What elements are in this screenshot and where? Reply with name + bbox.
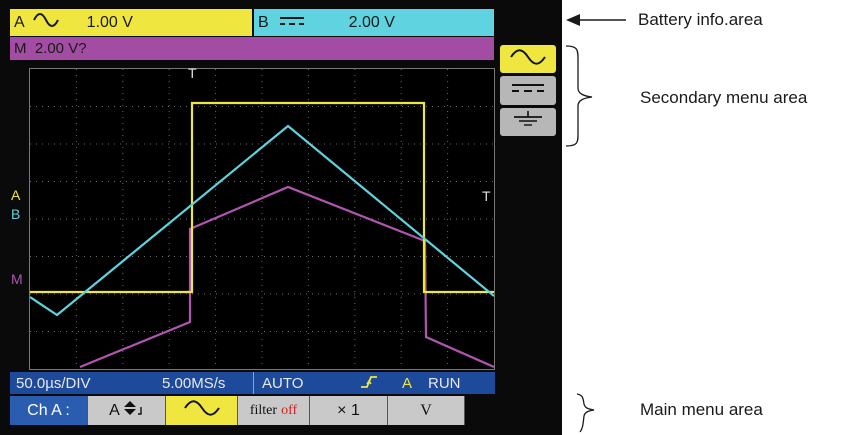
coupling-ac-button[interactable] [166,396,238,425]
trace-m-marker: M [11,271,23,287]
main-menu: Ch A : A filter off × 1 V [10,396,465,425]
filter-state: off [281,402,298,418]
secondary-menu [500,45,556,139]
trigger-channel: A [402,374,413,392]
channel-select-button[interactable]: A [88,396,166,425]
secondary-ground-button[interactable] [500,107,556,136]
secondary-dc-button[interactable] [500,76,556,105]
ac-wave-icon [509,48,547,71]
probe-factor-button[interactable]: × 1 [310,396,388,425]
trigger-marker-top: T [188,65,197,81]
status-bar: 50.0µs/DIV 5.00MS/s AUTO A RUN [10,372,495,394]
trace-b-marker: B [11,206,21,222]
trace-a [30,101,494,294]
filter-label: filter [249,402,278,418]
trigger-edge-icon [360,375,378,393]
trace-b [30,124,494,317]
run-state[interactable]: RUN [428,374,461,392]
math-channel-label: M 2.00 V? [14,40,87,57]
secondary-ac-button[interactable] [500,45,556,74]
dc-lines-icon [510,81,546,99]
unit-button[interactable]: V [388,396,465,425]
dc-lines-icon [279,14,305,32]
channel-a-sensitivity: 1.00 V [86,13,133,31]
trace-m [79,185,494,369]
filter-button[interactable]: filter off [238,396,310,425]
main-menu-annotation: Main menu area [640,400,763,419]
oscilloscope-screen: A 1.00 V B 2.00 V M 2.00 V? T T A B M 50… [0,0,562,435]
channel-select-text: A [109,401,120,419]
ac-wave-icon [183,399,221,422]
divider [253,372,254,394]
channel-b-sensitivity: 2.00 V [348,13,395,31]
timebase[interactable]: 50.0µs/DIV [16,374,91,392]
unit-text: V [420,401,432,419]
math-channel-info[interactable]: M 2.00 V? [10,37,494,60]
battery-area-annotation: Battery info.area [638,10,763,29]
secondary-menu-annotation: Secondary menu area [640,88,808,107]
channel-b-info[interactable]: B 2.00 V [254,9,494,36]
sample-rate: 5.00MS/s [162,374,226,392]
channel-label: Ch A : [10,396,88,425]
ac-wave-icon [32,12,59,33]
ground-icon [510,110,546,133]
channel-label-text: Ch A : [27,401,70,419]
up-down-arrow-icon [122,399,144,422]
acquisition-mode[interactable]: AUTO [262,374,304,392]
waveform-display[interactable] [29,68,495,370]
probe-factor-text: × 1 [337,401,360,419]
trigger-marker-right: T [482,188,491,204]
trace-a-marker: A [11,187,21,203]
channel-a-name: A [14,13,25,31]
channel-b-name: B [258,13,269,31]
channel-a-info[interactable]: A 1.00 V [10,9,252,36]
